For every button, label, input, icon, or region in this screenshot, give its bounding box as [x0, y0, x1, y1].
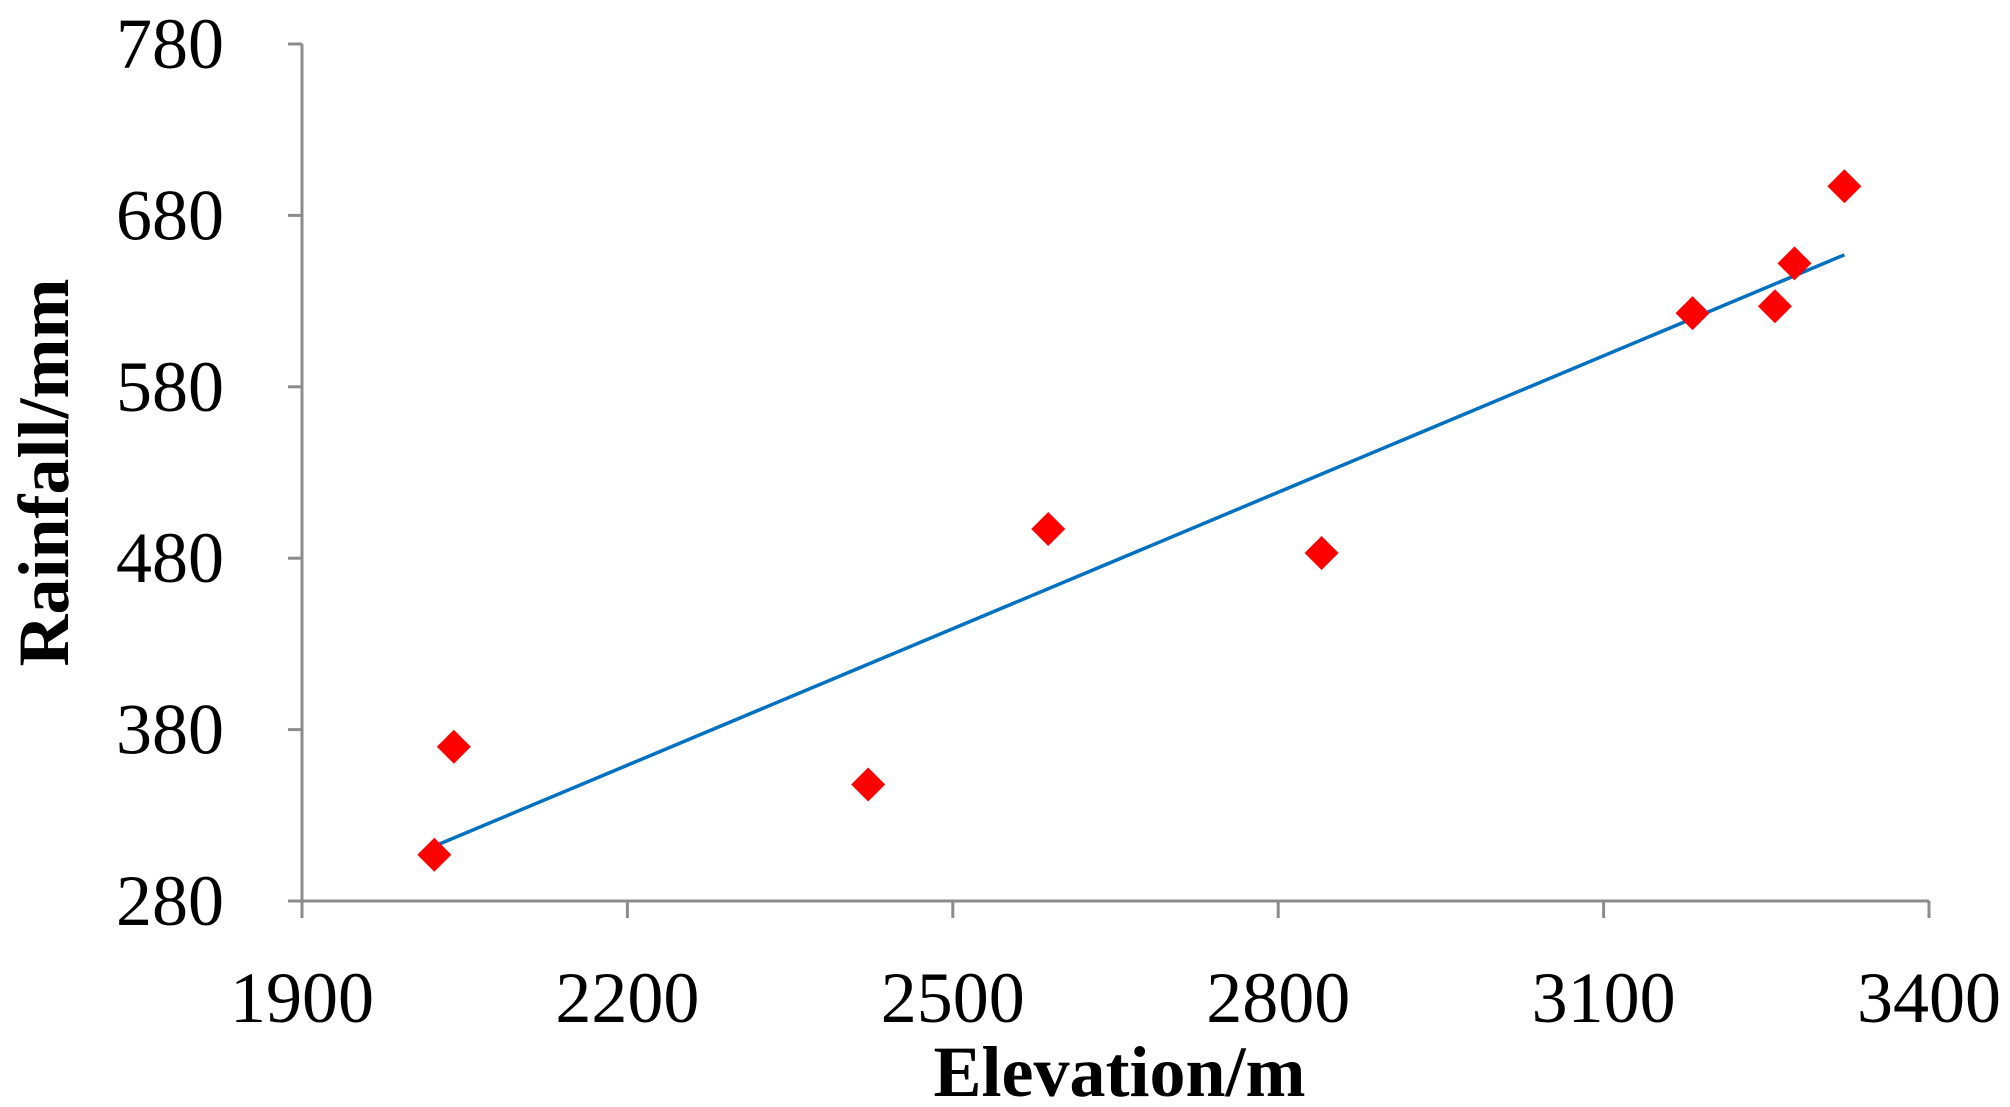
trendline-group	[433, 253, 1846, 848]
data-point	[1675, 296, 1710, 331]
x-tick-label: 3400	[1857, 958, 2001, 1038]
y-tick-label: 280	[116, 861, 224, 941]
y-tick-label: 680	[116, 175, 224, 255]
x-tick-label: 2200	[555, 958, 699, 1038]
data-point	[1304, 536, 1339, 571]
data-points	[417, 169, 1862, 872]
data-point	[436, 729, 471, 764]
y-tick-label: 580	[116, 347, 224, 427]
data-point	[1757, 289, 1792, 324]
data-point	[1827, 169, 1862, 204]
x-tick-label: 1900	[230, 958, 374, 1038]
x-tick-label: 2800	[1206, 958, 1350, 1038]
data-point	[851, 767, 886, 802]
data-point	[1777, 246, 1812, 281]
tick-labels: 280 380 480 580 680 780 1900 2200 2500 2800 3100 34…	[116, 4, 2001, 1038]
x-tick-label: 3100	[1532, 958, 1676, 1038]
y-tick-label: 380	[116, 690, 224, 770]
y-axis-title: Rainfall/mm	[4, 279, 84, 667]
data-point	[1031, 512, 1066, 547]
x-tick-label: 2500	[881, 958, 1025, 1038]
y-tick-label: 780	[116, 4, 224, 84]
trendline	[433, 253, 1846, 848]
data-point	[417, 837, 452, 872]
axes	[288, 42, 1931, 918]
x-axis-title: Elevation/m	[934, 1032, 1306, 1107]
y-tick-label: 480	[116, 518, 224, 598]
